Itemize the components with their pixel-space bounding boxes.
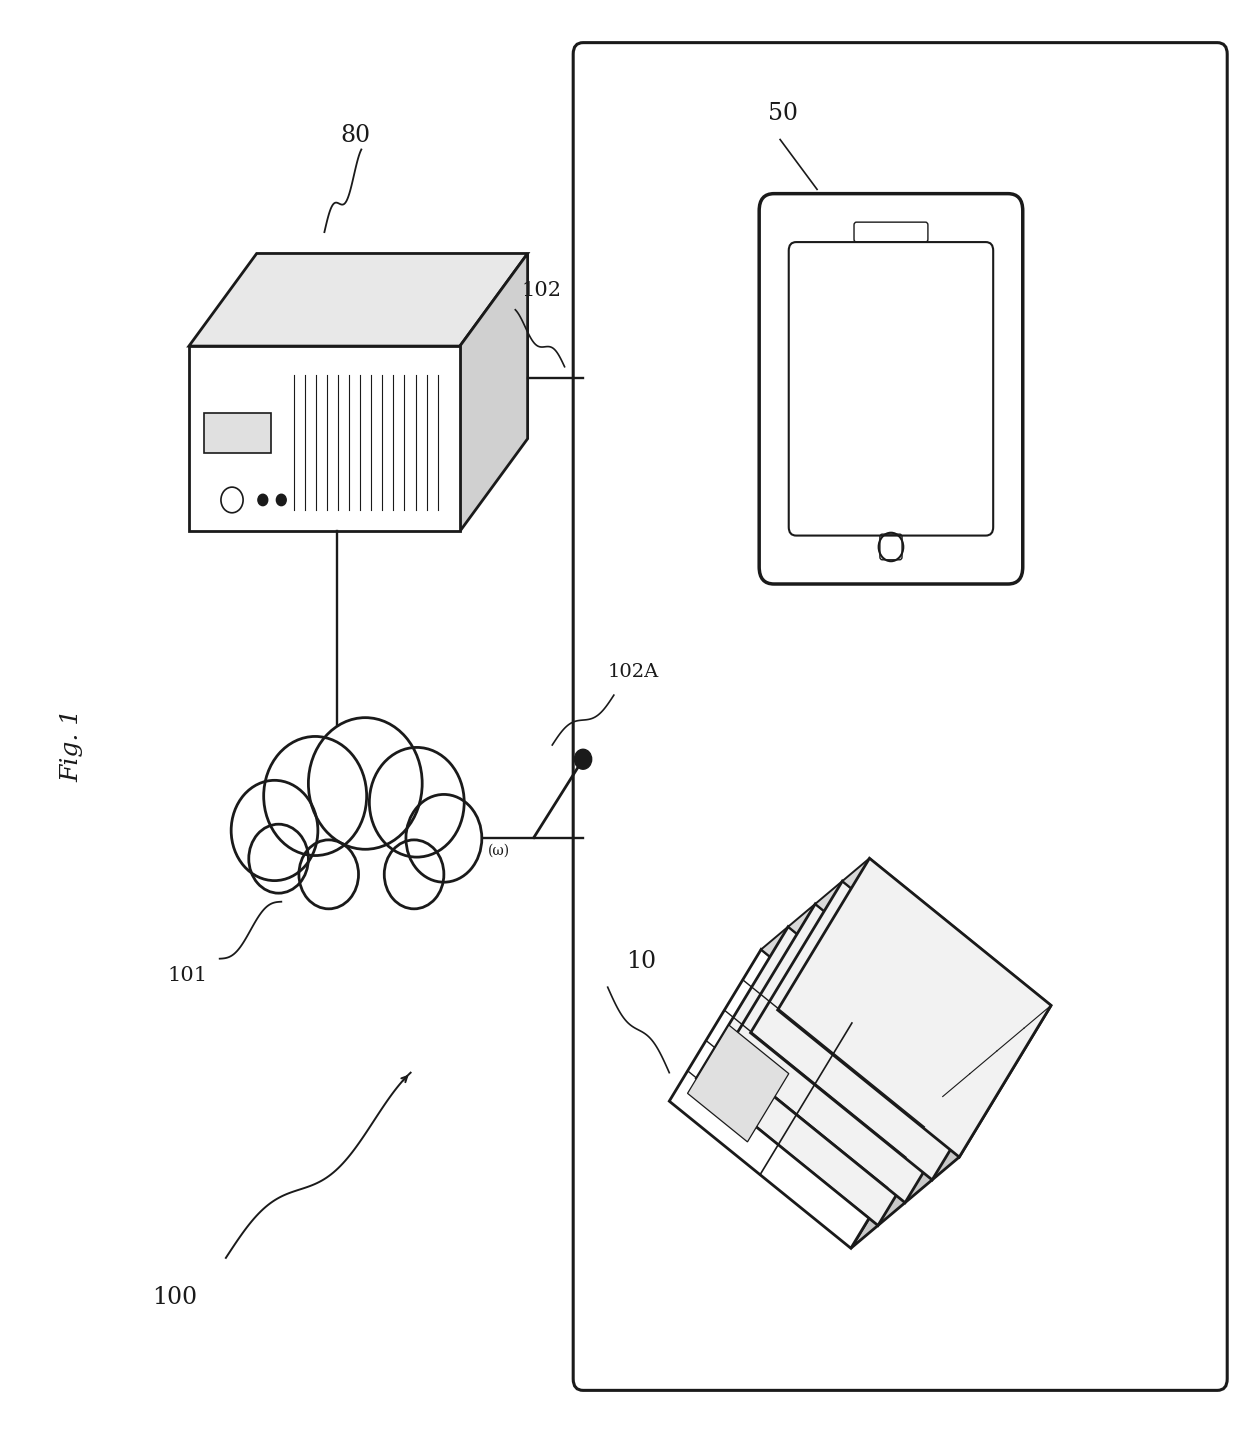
Polygon shape (460, 254, 528, 532)
Polygon shape (687, 1025, 789, 1142)
Circle shape (405, 794, 482, 883)
Circle shape (370, 748, 464, 857)
Polygon shape (789, 904, 997, 1073)
Text: (ω): (ω) (489, 844, 511, 858)
Circle shape (249, 824, 309, 893)
Circle shape (309, 718, 422, 850)
Polygon shape (697, 927, 970, 1225)
Polygon shape (761, 927, 970, 1096)
Polygon shape (815, 881, 1024, 1050)
Circle shape (574, 749, 591, 770)
Text: 50: 50 (768, 102, 797, 125)
Circle shape (264, 737, 367, 856)
Circle shape (258, 494, 268, 506)
Polygon shape (750, 881, 1024, 1179)
Polygon shape (851, 1006, 1052, 1248)
Circle shape (384, 840, 444, 909)
Circle shape (299, 840, 358, 909)
Polygon shape (723, 904, 997, 1202)
Text: 100: 100 (153, 1287, 197, 1310)
Bar (203, 413, 272, 453)
FancyBboxPatch shape (789, 242, 993, 536)
FancyBboxPatch shape (759, 193, 1023, 585)
Text: 102: 102 (522, 281, 562, 299)
Text: Fig. 1: Fig. 1 (61, 708, 83, 781)
Text: 10: 10 (626, 950, 656, 973)
Polygon shape (777, 858, 1052, 1156)
Text: 101: 101 (167, 966, 207, 984)
Text: 80: 80 (340, 123, 371, 146)
Circle shape (277, 494, 286, 506)
Circle shape (231, 781, 317, 881)
Polygon shape (188, 254, 528, 347)
Polygon shape (188, 347, 460, 532)
Polygon shape (842, 858, 1052, 1027)
Text: 102A: 102A (608, 663, 658, 681)
Polygon shape (670, 950, 942, 1248)
